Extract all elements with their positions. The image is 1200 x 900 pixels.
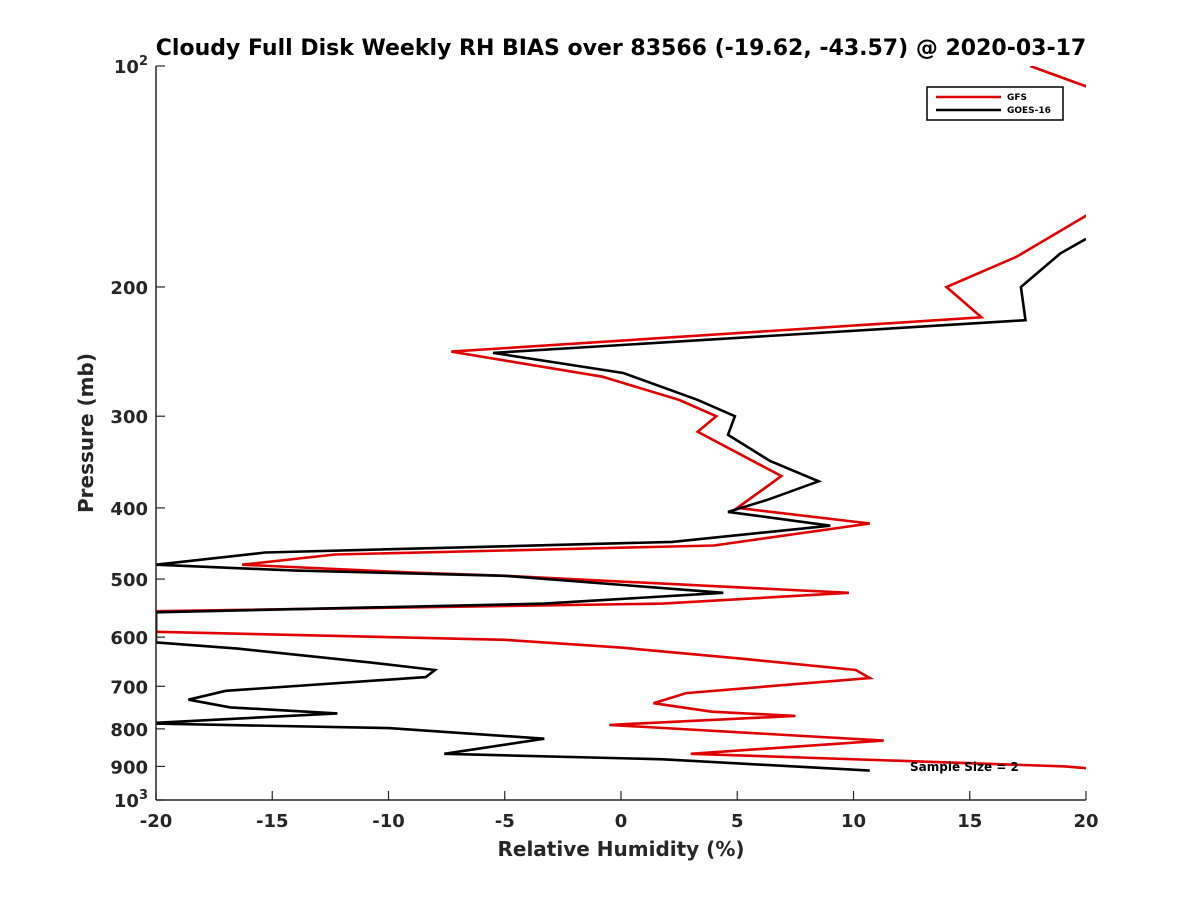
- legend-label-goes-16: GOES-16: [1007, 106, 1051, 116]
- y-tick-label: 600: [110, 628, 148, 649]
- x-tick-label: 10: [841, 811, 866, 832]
- series-layer: [156, 66, 1086, 772]
- y-tick-label: 102: [114, 54, 148, 78]
- sample-size-annotation: Sample Size = 2: [910, 760, 1019, 774]
- x-tick-label: -20: [140, 811, 173, 832]
- legend-label-gfs: GFS: [1007, 93, 1027, 103]
- x-tick-label: 15: [957, 811, 982, 832]
- series-line-goes-16: [156, 237, 1086, 772]
- y-axis-label: Pressure (mb): [74, 353, 98, 513]
- legend-box: [926, 86, 1064, 121]
- x-tick-label: -15: [256, 811, 289, 832]
- y-tick-label: 900: [110, 757, 148, 778]
- chart-title: Cloudy Full Disk Weekly RH BIAS over 835…: [156, 36, 1086, 61]
- y-tick-label: 300: [110, 407, 148, 428]
- x-tick-label: 5: [731, 811, 744, 832]
- x-tick-label: 20: [1073, 811, 1098, 832]
- y-tick-label: 400: [110, 499, 148, 520]
- legend: GFS GOES-16: [926, 86, 1064, 121]
- x-axis-label: Relative Humidity (%): [497, 837, 744, 861]
- y-tick-label: 800: [110, 720, 148, 741]
- plot-area: -20 -15 -10 -5 0 5 10 15 20 102 200 300 400 500 600 700…: [110, 54, 1098, 832]
- x-tick-label: -5: [495, 811, 515, 832]
- x-tick-label: 0: [615, 811, 628, 832]
- y-tick-label: 200: [110, 278, 148, 299]
- y-tick-label: 500: [110, 570, 148, 591]
- axes-layer: -20 -15 -10 -5 0 5 10 15 20 102 200 300 400 500 600 700…: [110, 54, 1098, 832]
- x-tick-label: -10: [372, 811, 405, 832]
- y-tick-label: 103: [114, 788, 148, 812]
- y-tick-label: 700: [110, 677, 148, 698]
